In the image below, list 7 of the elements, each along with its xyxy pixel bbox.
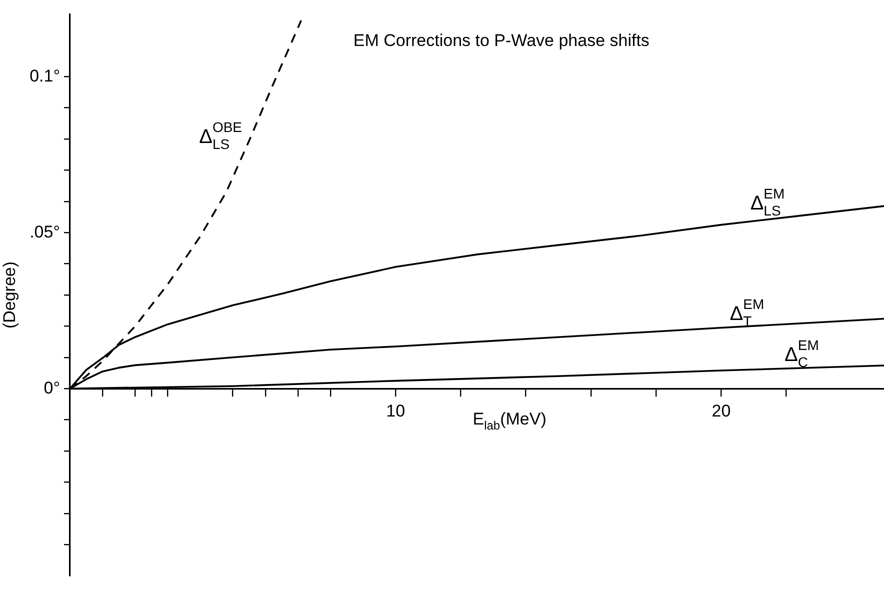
y-axis-title: (Degree) — [0, 261, 19, 329]
x-tick-label: 20 — [712, 401, 731, 420]
x-tick-label: 10 — [386, 401, 406, 420]
y-tick-label: 0° — [44, 378, 60, 398]
y-tick-label: .05° — [30, 222, 60, 242]
text: EM Corrections to P-Wave phase shifts — [353, 31, 650, 50]
y-tick-label: 0.1° — [30, 66, 60, 86]
